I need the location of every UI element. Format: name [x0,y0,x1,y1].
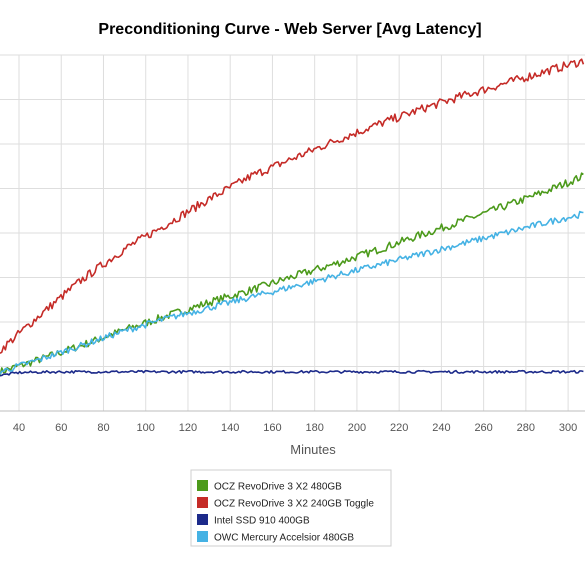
x-tick-label: 140 [221,422,239,434]
x-tick-label: 60 [55,422,67,434]
x-tick-label: 260 [474,422,492,434]
legend-swatch [197,480,208,491]
legend-label: Intel SSD 910 400GB [214,516,310,527]
legend-box [190,469,392,547]
x-axis-title: Minutes [290,442,336,457]
chart-title: Preconditioning Curve - Web Server [Avg … [98,21,481,38]
legend-swatch [197,531,208,542]
legend-label: OCZ RevoDrive 3 X2 480GB [214,482,342,493]
x-tick-label: 300 [559,422,577,434]
x-tick-label: 180 [305,422,323,434]
x-tick-label: 160 [263,422,281,434]
legend-swatch [197,497,208,508]
legend-items: OCZ RevoDrive 3 X2 480GB OCZ RevoDrive 3 … [197,480,374,544]
x-tick-label: 240 [432,422,450,434]
series-line [0,210,584,375]
x-axis: 40 60 80 100 120 140 160 180 200 220 240 260 280 300 [0,410,585,434]
legend-label: OCZ RevoDrive 3 X2 240GB Toggle [214,499,374,510]
x-tick-label: 100 [137,422,155,434]
series-line [0,58,585,354]
x-tick-label: 120 [179,422,197,434]
x-tick-label: 40 [13,422,25,434]
x-tick-label: 280 [517,422,535,434]
series-line [0,369,584,377]
x-tick-label: 220 [390,422,408,434]
legend: OCZ RevoDrive 3 X2 480GB OCZ RevoDrive 3 … [190,469,392,547]
series-lines [0,58,585,377]
legend-label: OWC Mercury Accelsior 480GB [214,533,354,544]
grid [0,54,585,412]
x-tick-label: 200 [348,422,366,434]
x-tick-label: 80 [97,422,109,434]
legend-swatch [197,514,208,525]
